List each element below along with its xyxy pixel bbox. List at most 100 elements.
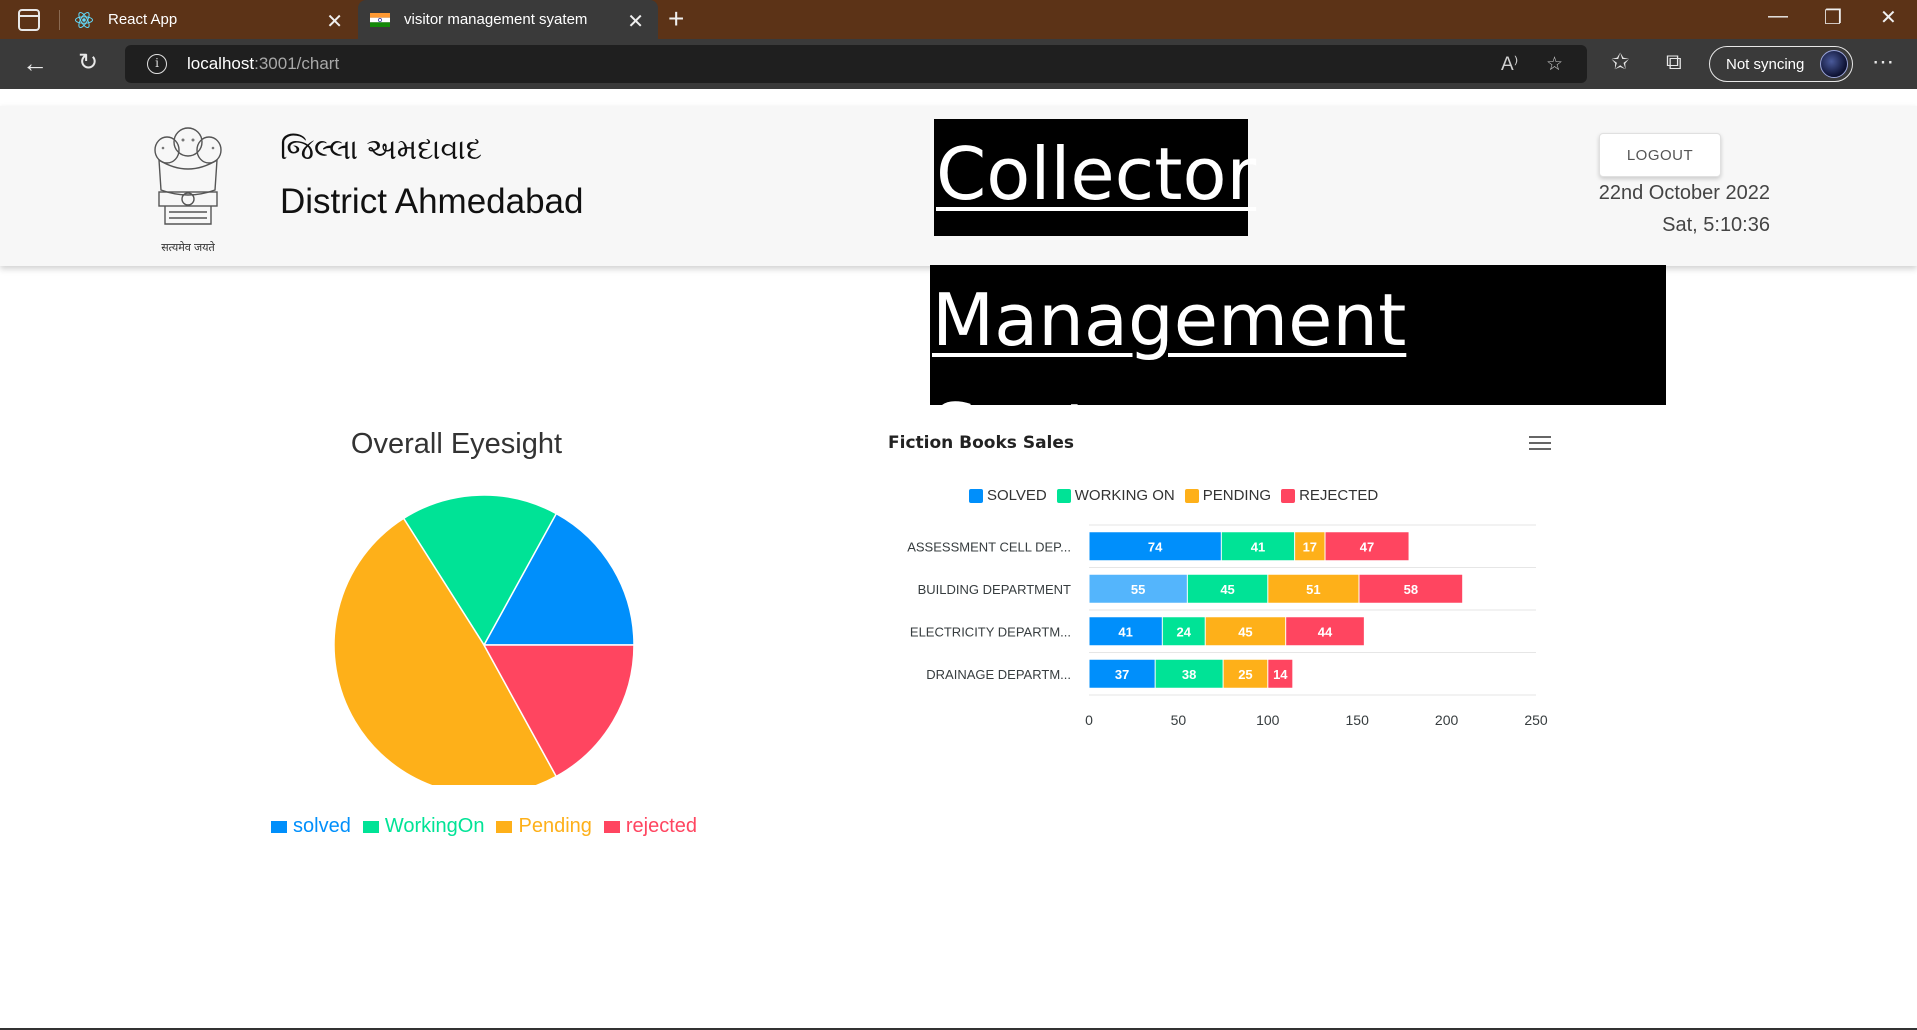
chart-menu-icon[interactable] (1529, 436, 1551, 452)
bar-segment-working-on[interactable] (1221, 532, 1295, 561)
more-icon[interactable]: ⋯ (1872, 49, 1895, 74)
bar-chart-title: Fiction Books Sales (888, 433, 1075, 453)
india-flag-icon (370, 10, 390, 30)
pie-legend-item-pending[interactable]: Pending (496, 815, 592, 838)
data-label: 74 (1148, 539, 1163, 554)
pie-slice-solved[interactable] (482, 512, 634, 646)
data-label: 38 (1182, 667, 1196, 682)
tab-actions-icon[interactable] (18, 9, 40, 31)
data-label: 51 (1306, 582, 1320, 597)
district-title-gujarati: જિલ્લા અમદાવાદ (280, 134, 482, 166)
bar-segment-solved[interactable] (1089, 532, 1221, 561)
legend-label: solved (293, 815, 351, 837)
pie-legend-item-workingon[interactable]: WorkingOn (362, 815, 485, 838)
bar-segment-solved[interactable] (1089, 574, 1187, 603)
close-icon[interactable]: ✕ (627, 11, 644, 33)
national-emblem-icon: सत्यमेव जयते (145, 120, 231, 260)
pie-slice-workingon[interactable] (402, 494, 558, 647)
category-label: BUILDING DEPARTMENT (918, 582, 1071, 597)
x-tick-label: 150 (1346, 712, 1370, 728)
logout-button[interactable]: LOGOUT (1599, 133, 1721, 177)
legend-label: Pending (518, 815, 592, 837)
legend-label: SOLVED (987, 487, 1047, 504)
collections-icon[interactable]: ⧉ (1666, 49, 1682, 74)
district-title-english: District Ahmedabad (280, 182, 584, 221)
x-tick-label: 250 (1524, 712, 1548, 728)
legend-swatch (271, 820, 287, 833)
browser-nav-bar: ← ↻ i localhost:3001/chart A⁾ ☆ ✩ ⧉ Not … (0, 39, 1917, 89)
legend-swatch (1056, 488, 1071, 503)
bar-segment-working-on[interactable] (1155, 659, 1223, 688)
back-icon[interactable]: ← (22, 48, 48, 78)
restore-icon[interactable]: ❐ (1824, 7, 1842, 29)
tab-react-app[interactable]: React App ✕ (62, 0, 357, 39)
bar-segment-pending[interactable] (1295, 532, 1325, 561)
tab-separator (59, 10, 60, 30)
legend-label: PENDING (1202, 487, 1272, 504)
legend-label: REJECTED (1299, 487, 1379, 504)
bar-segment-rejected[interactable] (1325, 532, 1409, 561)
address-bar[interactable]: i localhost:3001/chart A⁾ ☆ (125, 45, 1587, 83)
data-label: 24 (1177, 624, 1192, 639)
bar-segment-rejected[interactable] (1359, 574, 1463, 603)
tab-visitor-management[interactable]: visitor management syatem ✕ (358, 0, 658, 39)
banner-title-line1: Collector (934, 119, 1256, 236)
data-label: 25 (1238, 667, 1252, 682)
legend-label: rejected (625, 815, 698, 837)
bar-segment-solved[interactable] (1089, 659, 1155, 688)
data-label: 17 (1303, 539, 1317, 554)
legend-swatch (1184, 488, 1199, 503)
profile-sync-button[interactable]: Not syncing (1709, 46, 1853, 82)
bar-legend-item-rejected[interactable]: REJECTED (1281, 487, 1378, 504)
browser-tab-bar: React App ✕ visitor management syatem ✕ … (0, 0, 1917, 39)
pie-slice-pending[interactable] (334, 517, 558, 785)
window-close-icon[interactable]: ✕ (1880, 7, 1897, 29)
favorites-icon[interactable]: ✩ (1611, 49, 1630, 74)
legend-swatch (496, 820, 513, 833)
info-icon[interactable]: i (147, 54, 167, 74)
data-label: 55 (1131, 582, 1145, 597)
pie-slice-rejected[interactable] (482, 644, 634, 778)
bar-legend-item-pending[interactable]: PENDING (1184, 487, 1272, 504)
category-label: ELECTRICITY DEPARTM... (910, 624, 1071, 639)
tab-label: React App (108, 11, 178, 28)
data-label: 14 (1273, 667, 1288, 682)
category-label: DRAINAGE DEPARTM... (926, 667, 1071, 682)
read-aloud-icon[interactable]: A⁾ (1501, 54, 1519, 75)
data-label: 41 (1118, 624, 1132, 639)
legend-swatch (603, 820, 620, 833)
bar-segment-rejected[interactable] (1286, 617, 1364, 646)
sync-label: Not syncing (1726, 55, 1805, 73)
add-favorite-icon[interactable]: ☆ (1546, 54, 1564, 75)
x-tick-label: 50 (1171, 712, 1187, 728)
bar-segment-working-on[interactable] (1187, 574, 1268, 603)
pie-chart (334, 494, 634, 785)
banner-text-1: Collector (936, 132, 1257, 216)
new-tab-icon[interactable]: + (668, 3, 685, 34)
legend-swatch (969, 488, 983, 503)
legend-label: WORKING ON (1074, 487, 1175, 504)
banner-text-2: Management Syatem (932, 278, 1407, 472)
current-time: Sat, 5:10:36 (1662, 214, 1770, 236)
pie-legend-item-rejected[interactable]: rejected (603, 815, 698, 838)
banner-title-line2: Management Syatem (930, 265, 1666, 472)
current-date: 22nd October 2022 (1598, 182, 1770, 204)
bar-segment-rejected[interactable] (1268, 659, 1293, 688)
bar-legend-item-working-on[interactable]: WORKING ON (1056, 487, 1175, 504)
minimize-icon[interactable]: — (1768, 5, 1788, 27)
url-text[interactable]: localhost:3001/chart (187, 54, 339, 74)
bar-segment-pending[interactable] (1205, 617, 1286, 646)
bar-segment-solved[interactable] (1089, 617, 1162, 646)
data-label: 58 (1404, 582, 1418, 597)
legend-label: WorkingOn (384, 815, 485, 837)
category-label: ASSESSMENT CELL DEP... (907, 539, 1071, 554)
bar-legend-item-solved[interactable]: SOLVED (969, 487, 1047, 504)
pie-chart-title: Overall Eyesight (350, 428, 563, 460)
close-icon[interactable]: ✕ (326, 11, 343, 33)
bar-segment-pending[interactable] (1223, 659, 1268, 688)
refresh-icon[interactable]: ↻ (78, 49, 99, 76)
pie-legend-item-solved[interactable]: solved (271, 815, 351, 838)
bar-segment-pending[interactable] (1268, 574, 1359, 603)
bar-segment-working-on[interactable] (1162, 617, 1205, 646)
data-label: 37 (1115, 667, 1129, 682)
